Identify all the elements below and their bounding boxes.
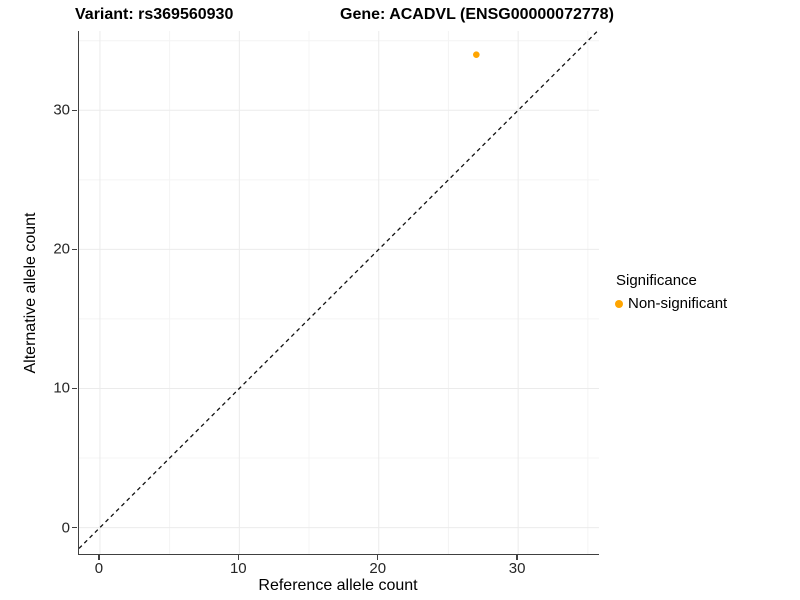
x-tick-mark [237, 555, 240, 560]
y-tick-mark [72, 248, 77, 251]
y-tick-mark [72, 109, 77, 112]
x-tick-mark [376, 555, 379, 560]
x-tick-label: 30 [508, 560, 526, 577]
plot-panel [78, 31, 599, 555]
x-axis-title: Reference allele count [258, 577, 418, 594]
y-tick-mark [72, 526, 77, 529]
y-tick-label: 30 [53, 101, 70, 119]
legend-entry: Non-significant [615, 295, 727, 312]
x-tick-label: 20 [369, 560, 387, 577]
x-tick-mark [516, 555, 518, 560]
legend-key-dot-icon [615, 299, 623, 308]
y-tick-mark [72, 387, 77, 390]
y-tick-label: 0 [61, 519, 70, 537]
y-tick-label: 10 [53, 379, 70, 397]
x-tick-label: 10 [229, 560, 247, 577]
y-tick-label: 20 [53, 240, 70, 258]
x-tick-label: 0 [94, 560, 104, 577]
legend-title: Significance [616, 272, 697, 289]
legend-entries: Non-significant [615, 295, 727, 312]
x-tick-mark [98, 555, 100, 560]
gene-title: Gene: ACADVL (ENSG00000072778) [340, 6, 614, 23]
plot-area-svg [79, 31, 599, 554]
data-point [473, 51, 480, 58]
legend: Significance Non-significant [615, 272, 727, 312]
y-axis-title: Alternative allele count [22, 212, 39, 374]
variant-title: Variant: rs369560930 [75, 6, 234, 23]
identity-dashed-line [79, 31, 599, 549]
legend-entry-label: Non-significant [628, 295, 728, 312]
